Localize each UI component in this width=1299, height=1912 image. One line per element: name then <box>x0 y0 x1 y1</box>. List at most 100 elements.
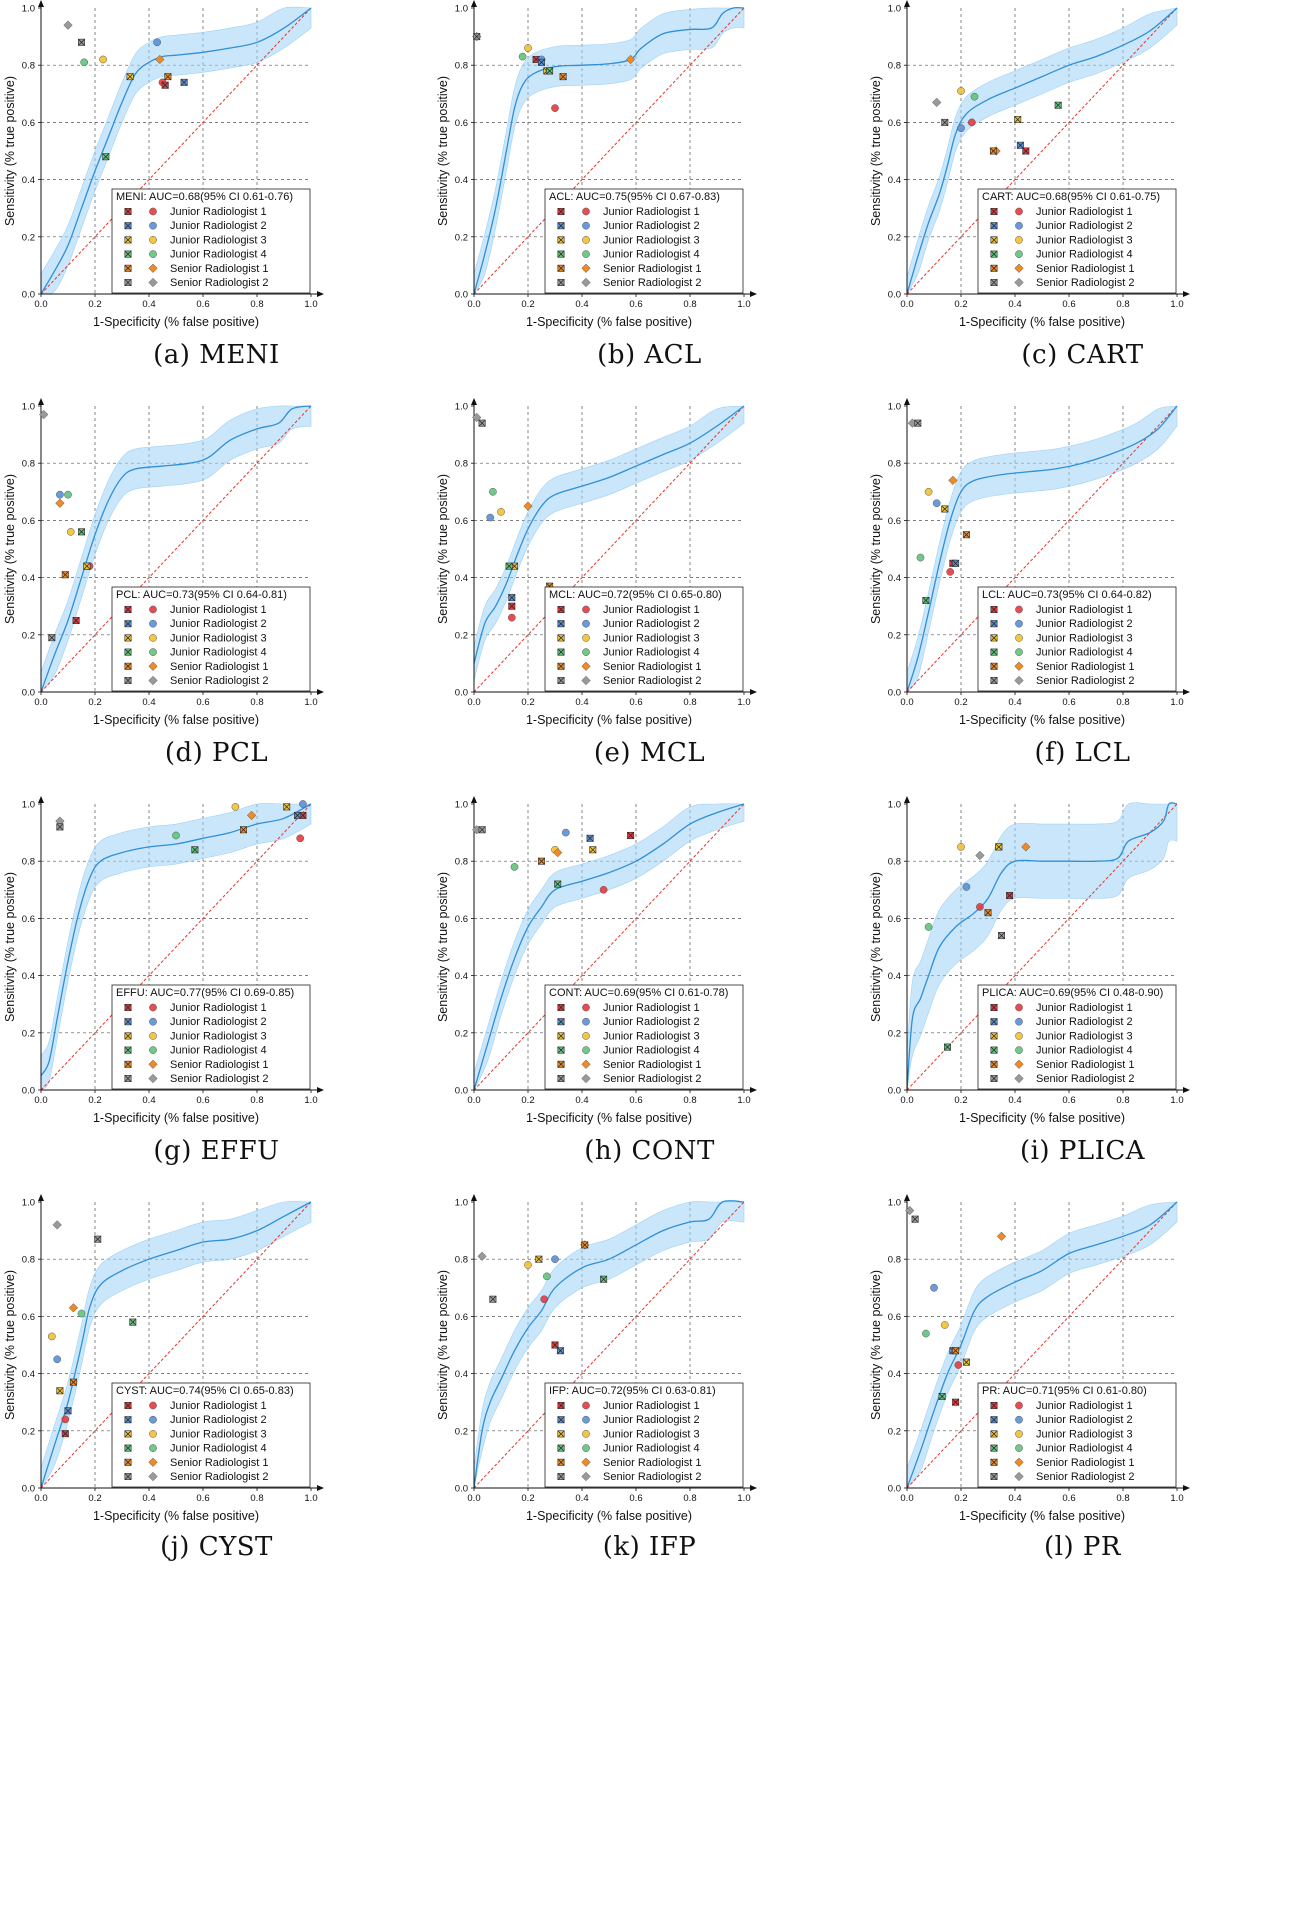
x-tick-label: 0.0 <box>467 299 480 310</box>
y-axis-arrow <box>471 398 477 405</box>
roc-curve <box>40 1201 312 1489</box>
roc-panel-cont: 0.0 0.2 0.4 0.6 0.8 1.0 0.0 0.2 0.4 0.6 0.8 1.0 1-Sp… <box>433 796 866 1282</box>
x-tick-label: 1.0 <box>737 1095 750 1106</box>
legend: CART: AUC=0.68(95% CI 0.61-0.75) Junior R… <box>977 188 1177 294</box>
reader-point-4 <box>77 1309 86 1318</box>
x-tick-label: 0.8 <box>683 299 696 310</box>
legend-reader-marker <box>149 648 157 656</box>
legend-label: Senior Radiologist 1 <box>1036 1457 1134 1469</box>
legend-label: Junior Radiologist 4 <box>603 1045 700 1057</box>
y-tick-label: 0.0 <box>888 1484 901 1495</box>
roc-panel-cyst: 0.0 0.2 0.4 0.6 0.8 1.0 0.0 0.2 0.4 0.6 0.8 1.0 1-Sp… <box>0 1194 433 1680</box>
legend-model-marker <box>557 1416 565 1424</box>
y-axis-arrow <box>904 796 910 803</box>
y-tick-label: 0.4 <box>455 1369 468 1380</box>
legend-reader-marker <box>148 675 158 686</box>
y-tick-label: 1.0 <box>22 1198 35 1209</box>
legend-box <box>977 984 1177 1090</box>
x-axis-label: 1-Specificity (% false positive) <box>526 713 692 727</box>
legend-model-marker <box>124 676 132 684</box>
reader-point-6 <box>905 1205 915 1216</box>
x-tick-label: 0.4 <box>142 1095 155 1106</box>
chance-diagonal <box>40 803 312 1091</box>
confidence-band <box>906 802 1178 1091</box>
x-tick-label: 0.4 <box>142 697 155 708</box>
legend-model-marker <box>124 634 132 642</box>
legend-label: Junior Radiologist 1 <box>1036 1002 1133 1014</box>
model-point-3 <box>83 562 91 570</box>
reader-point-1 <box>296 834 305 843</box>
y-tick-label: 0.0 <box>888 1086 901 1097</box>
x-tick-label: 0.0 <box>34 1095 47 1106</box>
y-tick-label: 0.8 <box>22 459 35 470</box>
legend-model-marker <box>990 606 998 614</box>
x-tick-label: 0.2 <box>954 1095 967 1106</box>
legend-box <box>111 1382 311 1488</box>
y-tick-label: 0.4 <box>22 971 35 982</box>
reader-point-3 <box>924 487 933 496</box>
legend-reader-marker <box>1014 263 1024 273</box>
legend: IFP: AUC=0.72(95% CI 0.63-0.81) Junior Ra… <box>544 1382 744 1488</box>
model-point-5 <box>581 1241 589 1249</box>
model-point-3 <box>126 73 134 81</box>
legend-label: Senior Radiologist 1 <box>603 1059 701 1071</box>
model-point-6 <box>473 33 481 41</box>
y-tick-label: 0.4 <box>888 573 901 584</box>
legend-label: Junior Radiologist 2 <box>603 1016 700 1028</box>
legend-model-marker <box>557 1402 565 1410</box>
y-tick-label: 0.4 <box>888 971 901 982</box>
model-point-4 <box>546 67 554 75</box>
legend-reader-marker <box>1015 1046 1023 1054</box>
model-point-2 <box>952 559 960 567</box>
legend-label: Junior Radiologist 4 <box>170 249 267 261</box>
roc-curve <box>906 7 1178 295</box>
legend-label: Junior Radiologist 3 <box>170 1030 267 1042</box>
x-tick-label: 0.2 <box>521 1493 534 1504</box>
legend-reader-marker <box>1015 250 1023 258</box>
auc-label: CART: AUC=0.68(95% CI 0.61-0.75) <box>982 191 1160 203</box>
x-tick-label: 0.0 <box>34 1493 47 1504</box>
model-point-2 <box>556 1347 564 1355</box>
x-tick-label: 0.6 <box>629 1095 642 1106</box>
confidence-band <box>473 405 745 681</box>
legend-label: Junior Radiologist 1 <box>1036 604 1133 616</box>
legend-label: Junior Radiologist 2 <box>603 618 700 630</box>
subfigure-caption: (b) ACL <box>597 340 702 370</box>
y-tick-label: 0.0 <box>22 688 35 699</box>
model-point-1 <box>551 1341 559 1349</box>
y-tick-label: 1.0 <box>455 800 468 811</box>
chance-diagonal <box>473 405 745 693</box>
y-axis-arrow <box>38 0 44 7</box>
y-tick-label: 1.0 <box>888 1198 901 1209</box>
legend-model-marker <box>990 1402 998 1410</box>
legend-reader-marker <box>582 221 590 230</box>
x-tick-label: 0.4 <box>575 697 588 708</box>
y-tick-label: 1.0 <box>888 402 901 413</box>
y-tick-label: 0.2 <box>888 232 901 243</box>
y-tick-label: 0.2 <box>888 630 901 641</box>
y-tick-label: 0.4 <box>455 573 468 584</box>
x-tick-label: 1.0 <box>1170 1493 1183 1504</box>
legend-reader-marker <box>149 605 157 614</box>
y-tick-label: 0.2 <box>22 1028 35 1039</box>
legend-label: Junior Radiologist 4 <box>170 647 267 659</box>
legend-label: Senior Radiologist 2 <box>170 1073 268 1085</box>
y-tick-label: 0.6 <box>455 914 468 925</box>
y-tick-label: 0.0 <box>455 688 468 699</box>
roc-chart-mcl: 0.0 0.2 0.4 0.6 0.8 1.0 0.0 0.2 0.4 0.6 0.8 1.0 1-Sp… <box>436 398 757 727</box>
auc-label: EFFU: AUC=0.77(95% CI 0.69-0.85) <box>116 987 294 999</box>
x-tick-label: 0.4 <box>142 299 155 310</box>
x-axis-label: 1-Specificity (% false positive) <box>526 1111 692 1125</box>
x-tick-label: 1.0 <box>304 1493 317 1504</box>
reader-point-2 <box>486 513 495 522</box>
legend-model-marker <box>557 620 565 628</box>
model-point-4 <box>938 1392 946 1400</box>
y-tick-label: 0.6 <box>22 1312 35 1323</box>
x-tick-label: 0.4 <box>142 1493 155 1504</box>
legend-reader-marker <box>149 1430 157 1438</box>
model-point-3 <box>56 1387 64 1395</box>
x-tick-label: 0.4 <box>1008 697 1021 708</box>
legend-reader-marker <box>582 1430 590 1438</box>
reader-point-6 <box>52 1220 62 1230</box>
x-tick-label: 0.0 <box>900 299 913 310</box>
